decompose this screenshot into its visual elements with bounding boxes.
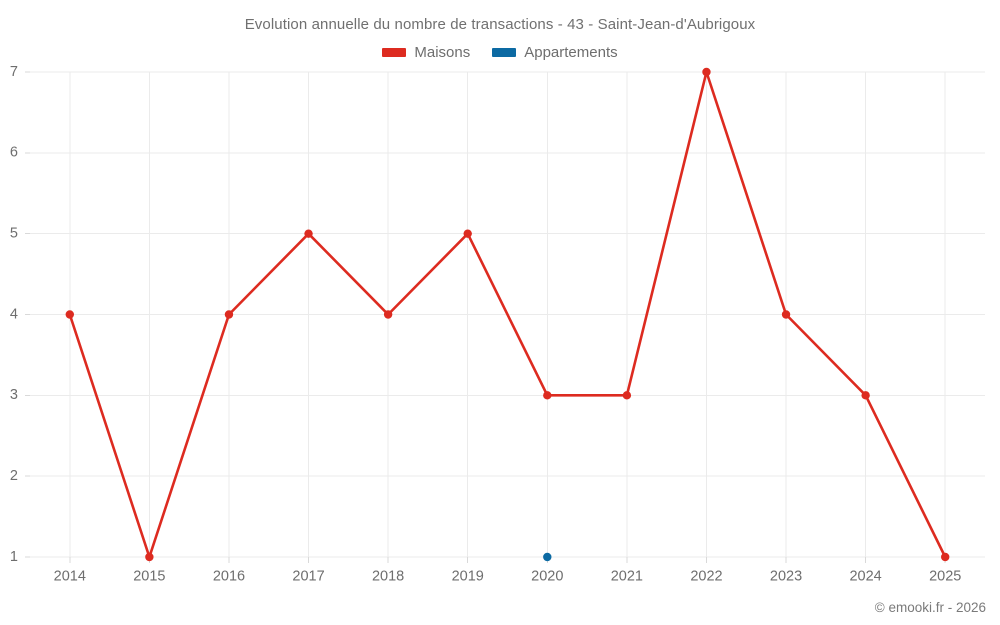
y-axis-tick-label: 2 bbox=[10, 468, 18, 484]
data-point-maisons[interactable] bbox=[65, 310, 74, 319]
x-axis-tick-label: 2025 bbox=[929, 569, 961, 585]
x-axis-tick-label: 2014 bbox=[54, 569, 86, 585]
legend-item-maisons[interactable]: Maisons bbox=[382, 44, 470, 61]
x-axis-tick-label: 2024 bbox=[849, 569, 881, 585]
x-axis-tick-label: 2018 bbox=[372, 569, 404, 585]
legend-label-appartements: Appartements bbox=[524, 44, 618, 61]
x-axis-tick-label: 2020 bbox=[531, 569, 563, 585]
y-axis-ticks-group: 1 2 3 4 5 6 7 bbox=[10, 64, 30, 565]
data-point-maisons[interactable] bbox=[861, 391, 870, 400]
y-axis-tick-label: 3 bbox=[10, 387, 18, 403]
data-point-appartements[interactable] bbox=[543, 552, 552, 562]
legend-swatch-appartements bbox=[492, 48, 517, 57]
x-axis-tick-label: 2015 bbox=[133, 569, 165, 585]
x-axis-ticks-group: 2014 2015 2016 2017 2018 2019 2020 2021 2022 2023… bbox=[54, 557, 961, 585]
x-axis-tick-label: 2016 bbox=[213, 569, 245, 585]
data-point-maisons[interactable] bbox=[622, 391, 632, 400]
series-line-maisons bbox=[68, 70, 947, 559]
data-point-maisons[interactable] bbox=[543, 391, 552, 400]
data-point-maisons[interactable] bbox=[383, 310, 393, 319]
legend-label-maisons: Maisons bbox=[414, 44, 471, 61]
x-axis-tick-label: 2022 bbox=[690, 569, 722, 585]
data-point-maisons[interactable] bbox=[781, 310, 791, 319]
chart-credit: © emooki.fr - 2026 bbox=[874, 600, 986, 615]
data-point-maisons[interactable] bbox=[304, 229, 313, 238]
chart-title: Evolution annuelle du nombre de transact… bbox=[244, 16, 756, 33]
data-markers-group bbox=[65, 67, 950, 562]
y-axis-tick-label: 6 bbox=[10, 145, 18, 161]
data-point-maisons[interactable] bbox=[463, 229, 472, 238]
x-axis-tick-label: 2021 bbox=[611, 569, 643, 585]
legend-item-appartements[interactable]: Appartements bbox=[492, 44, 618, 61]
x-axis-tick-label: 2023 bbox=[770, 569, 802, 585]
gridlines-group bbox=[30, 71, 985, 558]
y-axis-tick-label: 5 bbox=[10, 225, 18, 241]
data-point-maisons[interactable] bbox=[941, 552, 950, 562]
y-axis-tick-label: 7 bbox=[10, 64, 18, 80]
x-axis-tick-label: 2019 bbox=[452, 569, 484, 585]
data-point-maisons[interactable] bbox=[702, 67, 711, 77]
data-point-maisons[interactable] bbox=[224, 310, 234, 319]
x-axis-tick-label: 2017 bbox=[292, 569, 324, 585]
data-series-group bbox=[68, 70, 947, 559]
chart-legend: Maisons Appartements bbox=[0, 44, 1000, 61]
y-axis-tick-label: 4 bbox=[10, 306, 18, 322]
y-axis-tick-label: 1 bbox=[10, 549, 18, 565]
data-point-maisons[interactable] bbox=[145, 552, 154, 562]
legend-swatch-maisons bbox=[382, 48, 407, 57]
